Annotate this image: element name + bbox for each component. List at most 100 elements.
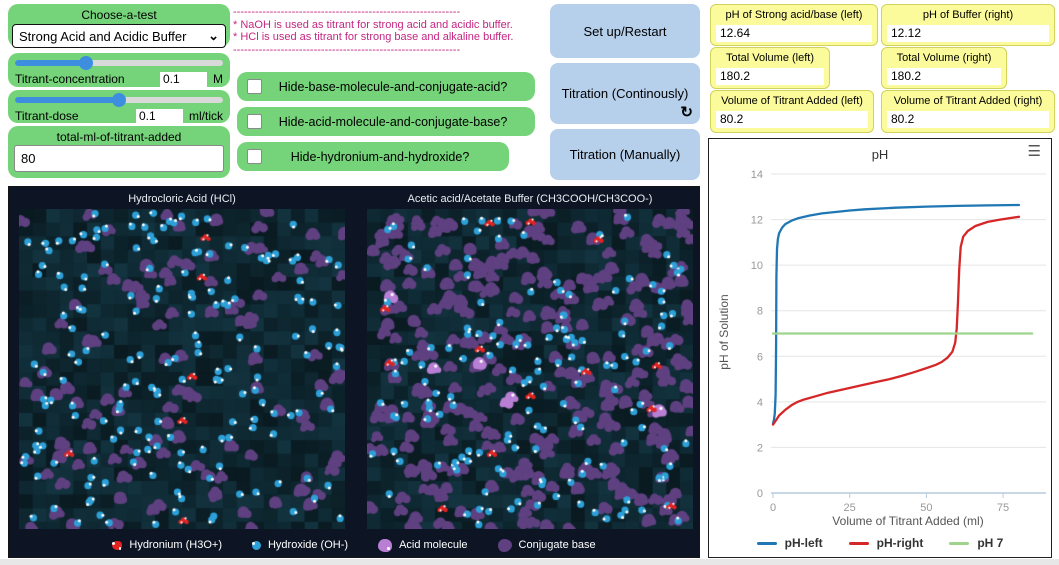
forever-icon: ↻ (680, 104, 693, 121)
note-dashes-bottom: ----------------------------------------… (233, 43, 461, 56)
legend-series-name: pH-left (784, 536, 823, 550)
svg-text:0: 0 (757, 488, 763, 500)
slider-label: Titrant-dose (15, 109, 79, 123)
monitor-value: 80.2 (716, 111, 868, 128)
legend-label: Hydronium (H3O+) (129, 539, 222, 551)
monitor-titrant-added-left: Volume of Titrant Added (left) 80.2 (710, 90, 874, 133)
monitor-label: Total Volume (right) (896, 52, 992, 64)
legend-label: Hydroxide (OH-) (267, 539, 349, 551)
chooser-choose-a-test: Choose-a-test Strong Acid and Acidic Buf… (8, 4, 230, 48)
plot-legend: pH-left pH-right pH 7 (709, 536, 1051, 550)
selected-test-value: Strong Acid and Acidic Buffer (19, 28, 187, 44)
acid-molecule-icon (378, 538, 393, 552)
legend-item-hydroxide: Hydroxide (OH-) (251, 539, 349, 551)
button-label: Set up/Restart (583, 23, 667, 39)
switch-hide-hydronium-and-hydroxide[interactable]: Hide-hydronium-and-hydroxide? (237, 142, 509, 171)
monitor-label: pH of Strong acid/base (left) (725, 9, 863, 21)
chevron-down-icon: ⌄ (208, 28, 219, 43)
hydroxide-icon (251, 540, 261, 550)
plot-menu-icon[interactable]: ☰ (1027, 143, 1041, 160)
monitor-value: 180.2 (716, 68, 824, 85)
legend-item-hydronium: Hydronium (H3O+) (112, 539, 222, 551)
svg-text:2: 2 (757, 442, 763, 454)
right-panel-title: Acetic acid/Acetate Buffer (CH3COOH/CH3C… (407, 193, 653, 205)
svg-text:50: 50 (920, 502, 932, 514)
slider-track[interactable] (15, 93, 223, 107)
input-title: total-ml-of-titrant-added (56, 130, 182, 144)
legend-swatch (949, 541, 970, 545)
input-total-ml-of-titrant-added: total-ml-of-titrant-added (8, 126, 230, 178)
plot-canvas: 0 2 4 6 8 10 12 14 0 25 50 75 (751, 169, 1046, 514)
svg-text:25: 25 (844, 502, 856, 514)
plot-legend-item: pH 7 (949, 536, 1003, 550)
monitor-label: Volume of Titrant Added (right) (893, 95, 1043, 107)
legend-label: Acid molecule (399, 539, 468, 551)
slider-label: Titrant-concentration (15, 72, 125, 86)
slider-titrant-concentration: Titrant-concentration 0.1 M (8, 53, 230, 87)
svg-text:4: 4 (757, 397, 763, 409)
legend-label: Conjugate base (518, 539, 596, 551)
svg-text:0: 0 (770, 502, 776, 514)
svg-text:8: 8 (757, 306, 763, 318)
switch-label: Hide-hydronium-and-hydroxide? (290, 149, 470, 164)
monitor-total-volume-left: Total Volume (left) 180.2 (710, 47, 830, 89)
svg-text:12: 12 (751, 215, 763, 227)
monitor-value: 12.64 (716, 25, 872, 42)
titration-continuously-button[interactable]: Titration (Continously) ↻ (550, 63, 700, 124)
legend-item-conjugate-base: Conjugate base (497, 538, 596, 552)
molecule-legend: Hydronium (H3O+) Hydroxide (OH-) Acid mo… (9, 537, 699, 553)
plot-legend-item: pH-right (848, 536, 923, 550)
slider-unit: M (213, 72, 223, 86)
simulation-view: Hydrocloric Acid (HCl) Acetic acid/Aceta… (8, 186, 700, 558)
monitor-value: 12.12 (887, 25, 1049, 42)
switch-hide-acid-molecule-and-conjugate-base[interactable]: Hide-acid-molecule-and-conjugate-base? (237, 107, 535, 136)
button-label: Titration (Continously) (561, 86, 689, 101)
switch-label: Hide-acid-molecule-and-conjugate-base? (278, 114, 508, 129)
conjugate-base-icon (497, 538, 512, 552)
note-dashes-top: ----------------------------------------… (233, 6, 461, 18)
legend-swatch (756, 541, 777, 545)
slider-value[interactable]: 0.1 (160, 71, 207, 87)
ph-plot: pH ☰ pH of Solution 0 2 4 6 8 10 12 14 0 25 50 75 V… (708, 138, 1052, 558)
plot-legend-item: pH-left (756, 536, 823, 550)
setup-restart-button[interactable]: Set up/Restart (550, 4, 700, 58)
monitor-value: 80.2 (887, 111, 1049, 128)
total-ml-input-field[interactable] (14, 145, 224, 172)
slider-value[interactable]: 0.1 (136, 108, 183, 124)
buffer-solution-canvas (367, 209, 693, 529)
legend-swatch (848, 541, 869, 545)
slider-thumb[interactable] (112, 93, 126, 107)
slider-fill (15, 97, 119, 103)
monitor-label: pH of Buffer (right) (922, 9, 1014, 21)
slider-thumb[interactable] (78, 56, 93, 70)
monitor-value: 180.2 (887, 68, 1001, 85)
hcl-solution-canvas (19, 209, 345, 529)
test-select-dropdown[interactable]: Strong Acid and Acidic Buffer ⌄ (12, 24, 226, 48)
svg-text:14: 14 (751, 169, 763, 181)
checkbox-icon[interactable] (247, 79, 262, 94)
legend-item-acid-molecule: Acid molecule (378, 538, 468, 552)
svg-text:75: 75 (997, 502, 1009, 514)
plot-x-axis-label: Volume of Titrant Added (ml) (832, 514, 984, 528)
checkbox-icon[interactable] (247, 149, 262, 164)
slider-unit: ml/tick (189, 109, 223, 123)
note-hcl: * HCl is used as titrant for strong base… (233, 31, 514, 43)
button-label: Titration (Manually) (569, 147, 681, 162)
titration-manually-button[interactable]: Titration (Manually) (550, 129, 700, 180)
switch-hide-base-molecule-and-conjugate-acid[interactable]: Hide-base-molecule-and-conjugate-acid? (237, 72, 535, 101)
titrant-notes: ----------------------------------------… (233, 6, 545, 56)
note-naoh: * NaOH is used as titrant for strong aci… (233, 18, 513, 31)
window-bottom-edge (0, 559, 1059, 565)
left-panel-title: Hydrocloric Acid (HCl) (128, 193, 236, 205)
monitor-ph-strong-acid-left: pH of Strong acid/base (left) 12.64 (710, 4, 878, 46)
monitor-titrant-added-right: Volume of Titrant Added (right) 80.2 (881, 90, 1055, 133)
slider-track[interactable] (15, 56, 223, 70)
hydronium-icon (112, 540, 123, 550)
slider-titrant-dose: Titrant-dose 0.1 ml/tick (8, 90, 230, 124)
monitor-label: Total Volume (left) (725, 52, 815, 64)
chooser-title: Choose-a-test (81, 8, 157, 22)
checkbox-icon[interactable] (247, 114, 262, 129)
monitor-total-volume-right: Total Volume (right) 180.2 (881, 47, 1007, 89)
legend-series-name: pH 7 (977, 536, 1004, 550)
